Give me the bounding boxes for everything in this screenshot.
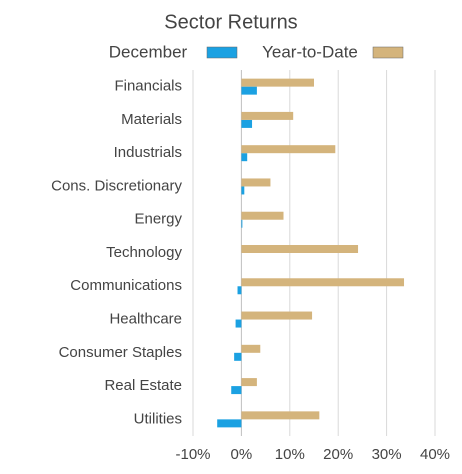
chart-title: Sector Returns (164, 11, 297, 33)
x-tick-label: 40% (420, 446, 450, 463)
x-tick-label: 20% (323, 446, 353, 463)
bar (241, 111, 294, 120)
y-tick-label: Real Estate (104, 377, 182, 394)
bar (241, 411, 320, 420)
x-tick-label: 30% (372, 446, 402, 463)
legend-swatch (372, 46, 404, 59)
bar (241, 278, 405, 287)
y-tick-label: Financials (114, 78, 182, 95)
bar (241, 86, 257, 95)
y-tick-label: Cons. Discretionary (51, 177, 182, 194)
bar (241, 119, 253, 128)
bar (235, 319, 242, 328)
bar (241, 245, 359, 253)
y-tick-label: Materials (121, 111, 182, 128)
bar (241, 78, 314, 87)
legend-swatch (206, 46, 238, 59)
bar (241, 145, 336, 154)
x-tick-label: 0% (231, 446, 253, 463)
y-tick-label: Industrials (114, 144, 182, 161)
bar (241, 178, 271, 187)
bar (241, 219, 243, 228)
bar (241, 311, 313, 320)
bar (241, 186, 245, 195)
bar (217, 419, 242, 428)
bar (241, 344, 261, 353)
y-tick-label: Consumer Staples (59, 344, 182, 361)
y-tick-label: Technology (106, 244, 182, 261)
bar (234, 352, 242, 361)
bar (241, 153, 248, 162)
legend-label: December (109, 42, 188, 61)
bar (231, 386, 242, 395)
y-tick-label: Utilities (134, 410, 182, 427)
legend-label: Year-to-Date (262, 42, 358, 61)
bar (241, 378, 257, 387)
y-tick-label: Communications (70, 277, 182, 294)
x-tick-label: -10% (175, 446, 210, 463)
bar (241, 211, 284, 220)
bar (237, 286, 242, 295)
y-tick-label: Healthcare (109, 311, 182, 328)
y-tick-label: Energy (134, 211, 182, 228)
x-tick-label: 10% (275, 446, 305, 463)
